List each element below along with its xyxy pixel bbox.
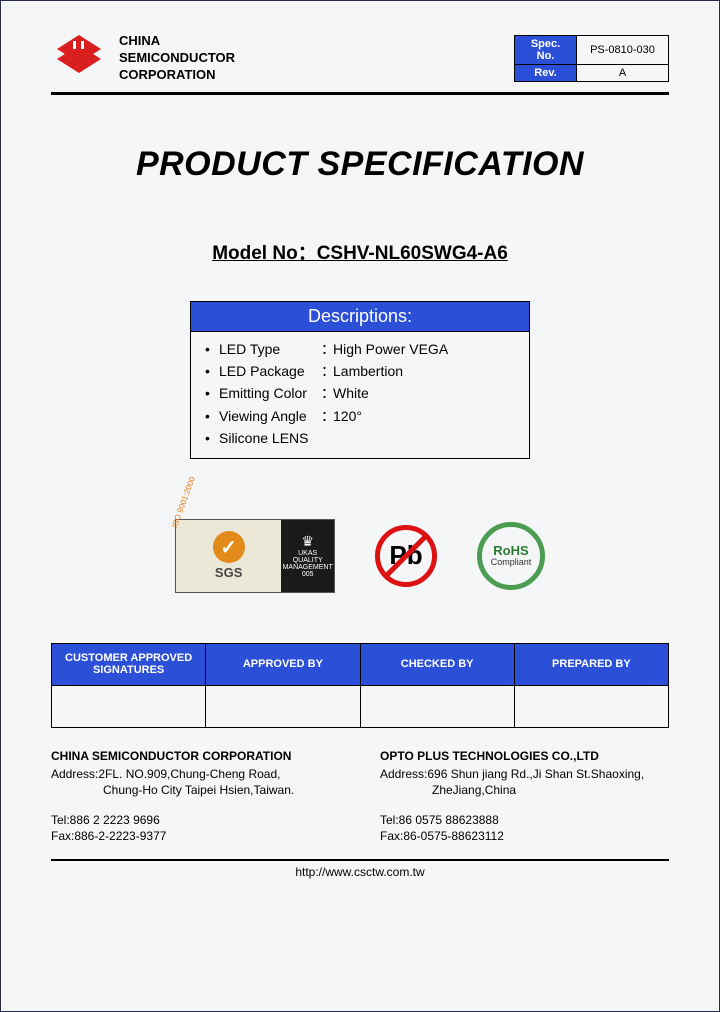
company-line: CHINA	[119, 33, 235, 50]
page: CHINA SEMICONDUCTOR CORPORATION Spec. No…	[1, 1, 719, 899]
footer-url: http://www.csctw.com.tw	[51, 865, 669, 879]
footer-rule	[51, 859, 669, 861]
logo-area: CHINA SEMICONDUCTOR CORPORATION	[51, 31, 235, 84]
footer-contacts: CHINA SEMICONDUCTOR CORPORATION Address:…	[51, 748, 669, 845]
ukas-badge-icon: ♛ UKAS QUALITY MANAGEMENT 005	[281, 520, 334, 592]
desc-item: • LED Type ： High Power VEGA	[205, 338, 515, 360]
lead-free-icon: Pb	[375, 525, 437, 587]
desc-item: • Silicone LENS	[205, 427, 515, 449]
rev-value: A	[577, 65, 669, 82]
company-logo-icon	[51, 31, 107, 75]
company-line: CORPORATION	[119, 67, 235, 84]
spec-no-value: PS-0810-030	[577, 36, 669, 65]
header: CHINA SEMICONDUCTOR CORPORATION Spec. No…	[51, 31, 669, 84]
spec-box: Spec. No. PS-0810-030 Rev. A	[514, 35, 669, 82]
footer-left: CHINA SEMICONDUCTOR CORPORATION Address:…	[51, 748, 340, 845]
company-name: CHINA SEMICONDUCTOR CORPORATION	[119, 33, 235, 84]
sig-col-header: PREPARED BY	[514, 643, 668, 685]
footer-right: OPTO PLUS TECHNOLOGIES CO.,LTD Address:6…	[380, 748, 669, 845]
model-number: Model No：CSHV-NL60SWG4-A6	[51, 238, 669, 265]
signature-table: CUSTOMER APPROVED SIGNATURES APPROVED BY…	[51, 643, 669, 728]
rohs-badge-icon: RoHS Compliant	[477, 522, 545, 590]
sig-cell	[206, 685, 360, 727]
desc-item: • Emitting Color ： White	[205, 382, 515, 404]
company-line: SEMICONDUCTOR	[119, 50, 235, 67]
sgs-badge-icon: ISO 9001:2000 ✓ SGS ♛ UKAS QUALITY MANAG…	[175, 519, 335, 593]
page-title: PRODUCT SPECIFICATION	[51, 145, 669, 184]
desc-item: • Viewing Angle ： 120°	[205, 405, 515, 427]
header-rule	[51, 92, 669, 95]
sig-col-header: CHECKED BY	[360, 643, 514, 685]
descriptions-box: Descriptions: • LED Type ： High Power VE…	[190, 301, 530, 459]
sig-cell	[360, 685, 514, 727]
badge-row: ISO 9001:2000 ✓ SGS ♛ UKAS QUALITY MANAG…	[51, 519, 669, 593]
sig-col-header: APPROVED BY	[206, 643, 360, 685]
sig-cell	[52, 685, 206, 727]
sig-cell	[514, 685, 668, 727]
spec-no-label: Spec. No.	[515, 36, 577, 65]
checkmark-icon: ✓	[213, 531, 245, 563]
descriptions-body: • LED Type ： High Power VEGA • LED Packa…	[191, 331, 530, 458]
descriptions-heading: Descriptions:	[191, 301, 530, 331]
desc-item: • LED Package ： Lambertion	[205, 360, 515, 382]
sig-col-header: CUSTOMER APPROVED SIGNATURES	[52, 643, 206, 685]
rev-label: Rev.	[515, 65, 577, 82]
